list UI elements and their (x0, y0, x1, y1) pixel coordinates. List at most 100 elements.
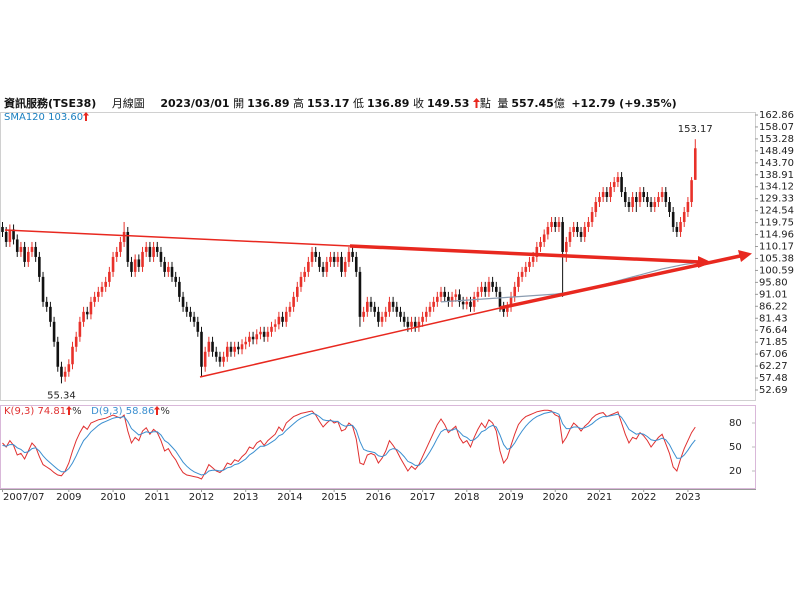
candle-body (406, 321, 410, 327)
candle-body (325, 261, 329, 272)
x-tick-label: 2010 (100, 492, 125, 503)
x-tick-label: 2014 (277, 492, 302, 503)
x-tick-label: 2013 (233, 492, 258, 503)
candle-body (686, 202, 690, 212)
y-tick-label: 110.17 (759, 242, 794, 253)
candle-body (148, 246, 152, 257)
high-annotation: 153.17 (678, 124, 713, 135)
candle-body (196, 321, 200, 332)
candle-body (251, 336, 255, 340)
candle-body (19, 246, 23, 252)
volume-value: 557.45 (511, 97, 554, 110)
candle-body (402, 316, 406, 322)
open-value: 136.89 (247, 97, 290, 110)
candle-body (465, 301, 469, 305)
candle-body (1, 226, 4, 232)
y-tick-label: 134.12 (759, 182, 794, 193)
candle-body (237, 346, 240, 350)
candle-body (255, 334, 259, 340)
candle-body (620, 177, 623, 193)
candle-body (631, 197, 634, 208)
k-name: K(9,3) (4, 406, 35, 417)
candle-body (642, 192, 645, 198)
candle-body (609, 187, 612, 198)
candle-body (671, 211, 675, 227)
candle-body (428, 306, 432, 312)
high-label: 高 (293, 97, 305, 110)
x-tick-label: 2009 (56, 492, 81, 503)
y-tick-label: 20 (729, 466, 742, 477)
candle-body (598, 197, 601, 203)
candle-body (373, 306, 376, 312)
candle-body (491, 281, 494, 287)
candle-body (340, 256, 343, 272)
candle-body (26, 251, 30, 262)
candle-body (78, 321, 82, 337)
candle-body (189, 311, 192, 317)
y-tick-label: 67.06 (759, 349, 788, 360)
close-value: 149.53 (426, 97, 470, 110)
candle-body (351, 251, 354, 257)
candle-body (318, 256, 321, 267)
candle-body (119, 241, 122, 252)
candle-body (436, 296, 439, 302)
candle-body (130, 261, 133, 272)
y-tick-label: 114.96 (759, 230, 794, 241)
high-value: 153.17 (307, 97, 350, 110)
candle-body (192, 316, 196, 322)
up-arrow (83, 112, 90, 121)
candle-body (167, 266, 170, 272)
y-tick-label: 129.33 (759, 194, 794, 205)
candle-body (413, 321, 417, 327)
candle-body (494, 286, 498, 292)
candle-body (472, 296, 476, 307)
candle-body (424, 311, 428, 317)
candle-body (108, 271, 111, 282)
sma-name: SMA120 (4, 112, 45, 123)
candle-body (292, 296, 295, 307)
candle-body (454, 294, 458, 297)
candle-body (369, 301, 373, 307)
candle-body (513, 286, 517, 297)
candle-body (520, 271, 524, 277)
candle-body (336, 256, 340, 262)
y-tick-label: 162.86 (759, 110, 794, 121)
candle-body (657, 197, 660, 203)
low-value: 136.89 (366, 97, 410, 110)
candle-body (458, 294, 461, 302)
candle-body (576, 226, 579, 232)
close-unit: 點 (479, 97, 491, 110)
y-tick-label: 86.22 (759, 301, 788, 312)
candle-body (174, 276, 177, 282)
candle-body (144, 246, 148, 252)
candle-body (203, 351, 207, 367)
candle-body (347, 251, 351, 262)
candle-body (137, 259, 141, 267)
candle-body (432, 301, 435, 307)
candle-body (314, 251, 318, 257)
candle-body (605, 192, 609, 198)
candle-body (296, 286, 299, 297)
candle-body (126, 231, 130, 262)
candle-body (244, 341, 248, 345)
candle-body (56, 341, 60, 367)
x-tick-label: 2011 (145, 492, 170, 503)
candle-body (214, 351, 218, 357)
candle-body (565, 241, 568, 252)
y-tick-label: 57.48 (759, 373, 788, 384)
up-arrow (66, 406, 73, 415)
candle-body (388, 301, 391, 312)
candle-body (115, 251, 119, 257)
candle-body (447, 296, 450, 302)
candle-body (34, 246, 37, 257)
candle-body (587, 221, 590, 227)
candle-body (38, 256, 41, 277)
candle-body (506, 306, 509, 312)
y-tick-label: 52.69 (759, 385, 788, 396)
header: 資訊服務(TSE38) 月線圖 2023/03/01 開 136.89 高 153.… (4, 95, 677, 111)
change: +12.79 (+9.35%) (571, 97, 677, 110)
candle-body (572, 226, 575, 232)
candle-body (85, 311, 89, 315)
candle-body (590, 211, 594, 222)
candle-body (417, 321, 421, 327)
